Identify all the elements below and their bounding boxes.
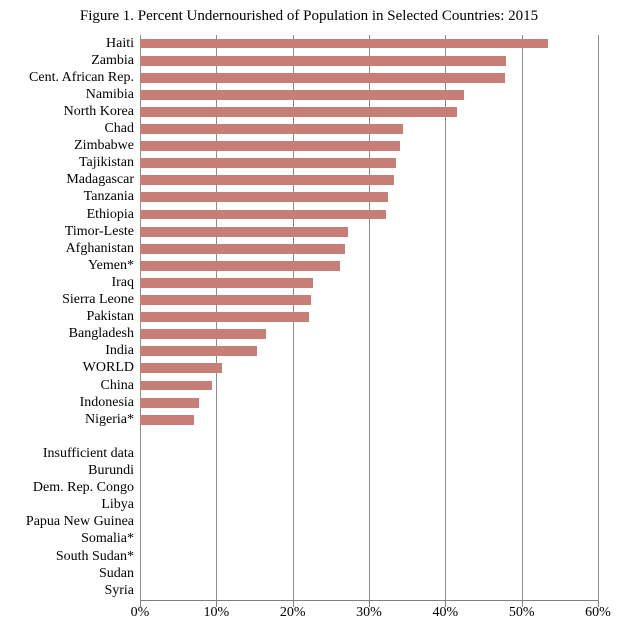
gridline	[598, 35, 599, 601]
data-bar	[140, 192, 388, 202]
y-axis-label: Zambia	[91, 54, 140, 68]
data-bar	[140, 107, 457, 117]
data-bar	[140, 227, 348, 237]
x-axis-label: 30%	[356, 605, 382, 621]
plot-area: 0%10%20%30%40%50%60%HaitiZambiaCent. Afr…	[140, 35, 598, 601]
y-axis-label: China	[101, 379, 140, 393]
data-bar	[140, 363, 222, 373]
y-axis-label: Nigeria*	[85, 413, 140, 427]
y-axis-label: Tanzania	[84, 190, 140, 204]
data-bar	[140, 278, 313, 288]
figure-container: Figure 1. Percent Undernourished of Popu…	[0, 0, 618, 630]
y-axis-label: Sierra Leone	[62, 293, 140, 307]
y-axis-label: Afghanistan	[66, 242, 140, 256]
y-axis-label: Namibia	[86, 88, 140, 102]
y-axis-label: Bangladesh	[69, 327, 140, 341]
y-axis-label: Libya	[101, 498, 140, 512]
y-axis-label: North Korea	[64, 105, 140, 119]
y-axis-label: Papua New Guinea	[26, 515, 140, 529]
data-bar	[140, 90, 464, 100]
x-axis-label: 40%	[432, 605, 458, 621]
data-bar	[140, 124, 403, 134]
data-bar	[140, 312, 309, 322]
y-axis-label: Burundi	[88, 464, 140, 478]
data-bar	[140, 295, 311, 305]
y-axis-label: WORLD	[83, 361, 140, 375]
y-axis-label: Dem. Rep. Congo	[33, 481, 140, 495]
data-bar	[140, 73, 505, 83]
y-axis-label: Haiti	[106, 37, 140, 51]
data-bar	[140, 398, 199, 408]
data-bar	[140, 261, 340, 271]
y-axis-label: Pakistan	[87, 310, 140, 324]
y-axis-label: Tajikistan	[79, 156, 140, 170]
y-axis-label: Timor-Leste	[65, 225, 140, 239]
y-axis-label: Ethiopia	[87, 208, 140, 222]
y-axis-label: Iraq	[111, 276, 140, 290]
data-bar	[140, 244, 345, 254]
y-axis-label: Yemen*	[88, 259, 140, 273]
y-axis-label: Somalia*	[81, 532, 140, 546]
x-axis-label: 60%	[585, 605, 611, 621]
y-axis-label: Syria	[104, 584, 140, 598]
y-axis-label: Zimbabwe	[74, 139, 140, 153]
data-bar	[140, 210, 386, 220]
y-axis-label: Sudan	[99, 567, 140, 581]
data-bar	[140, 56, 506, 66]
gridline	[369, 35, 370, 601]
data-bar	[140, 346, 257, 356]
chart-title: Figure 1. Percent Undernourished of Popu…	[0, 8, 618, 25]
gridline	[522, 35, 523, 601]
y-axis-label: Indonesia	[80, 396, 140, 410]
x-axis-line	[140, 600, 598, 601]
x-axis-label: 0%	[131, 605, 150, 621]
gridline	[445, 35, 446, 601]
x-axis-label: 10%	[203, 605, 229, 621]
x-axis-label: 50%	[509, 605, 535, 621]
y-axis-label: Chad	[104, 122, 140, 136]
data-bar	[140, 329, 266, 339]
data-bar	[140, 415, 194, 425]
data-bar	[140, 158, 396, 168]
x-axis-label: 20%	[280, 605, 306, 621]
data-bar	[140, 39, 548, 49]
y-axis-label: India	[105, 344, 140, 358]
data-bar	[140, 141, 400, 151]
y-axis-label: Cent. African Rep.	[29, 71, 140, 85]
data-bar	[140, 381, 212, 391]
y-axis-label: Insufficient data	[43, 447, 140, 461]
y-axis-label: Madagascar	[66, 173, 140, 187]
y-axis-label: South Sudan*	[56, 550, 140, 564]
data-bar	[140, 175, 394, 185]
